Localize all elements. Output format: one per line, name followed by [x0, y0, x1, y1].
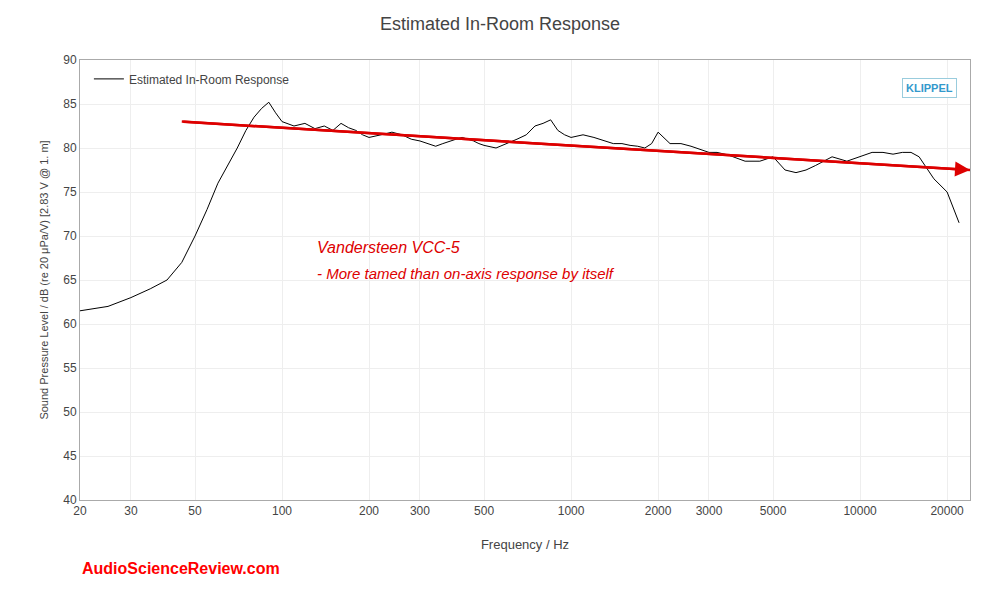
svg-text:- More tamed than on-axis resp: - More tamed than on-axis response by it…: [317, 265, 615, 282]
svg-text:Vandersteen VCC-5: Vandersteen VCC-5: [317, 239, 460, 256]
svg-text:Estimated In-Room Response: Estimated In-Room Response: [129, 73, 289, 87]
svg-text:1000: 1000: [558, 504, 585, 518]
svg-text:3000: 3000: [696, 504, 723, 518]
svg-text:70: 70: [63, 229, 77, 243]
svg-text:Frequency / Hz: Frequency / Hz: [481, 537, 569, 552]
svg-text:5000: 5000: [760, 504, 787, 518]
svg-text:75: 75: [63, 185, 77, 199]
svg-text:100: 100: [272, 504, 292, 518]
svg-text:65: 65: [63, 273, 77, 287]
svg-text:20: 20: [73, 504, 87, 518]
svg-text:30: 30: [124, 504, 138, 518]
svg-text:300: 300: [410, 504, 430, 518]
svg-text:KLIPPEL: KLIPPEL: [906, 82, 953, 94]
svg-text:Sound Pressure Level / dB (re: Sound Pressure Level / dB (re 20 μPa/V) …: [38, 140, 50, 419]
svg-text:200: 200: [359, 504, 379, 518]
svg-text:45: 45: [63, 449, 77, 463]
svg-text:2000: 2000: [645, 504, 672, 518]
svg-text:Estimated In-Room Response: Estimated In-Room Response: [380, 14, 620, 34]
svg-text:500: 500: [474, 504, 494, 518]
svg-text:40: 40: [63, 493, 77, 507]
svg-text:50: 50: [188, 504, 202, 518]
svg-text:60: 60: [63, 317, 77, 331]
svg-text:AudioScienceReview.com: AudioScienceReview.com: [82, 560, 280, 577]
svg-text:10000: 10000: [843, 504, 877, 518]
svg-text:55: 55: [63, 361, 77, 375]
svg-text:85: 85: [63, 97, 77, 111]
svg-text:20000: 20000: [930, 504, 964, 518]
svg-text:80: 80: [63, 141, 77, 155]
svg-text:50: 50: [63, 405, 77, 419]
svg-text:90: 90: [63, 53, 77, 67]
